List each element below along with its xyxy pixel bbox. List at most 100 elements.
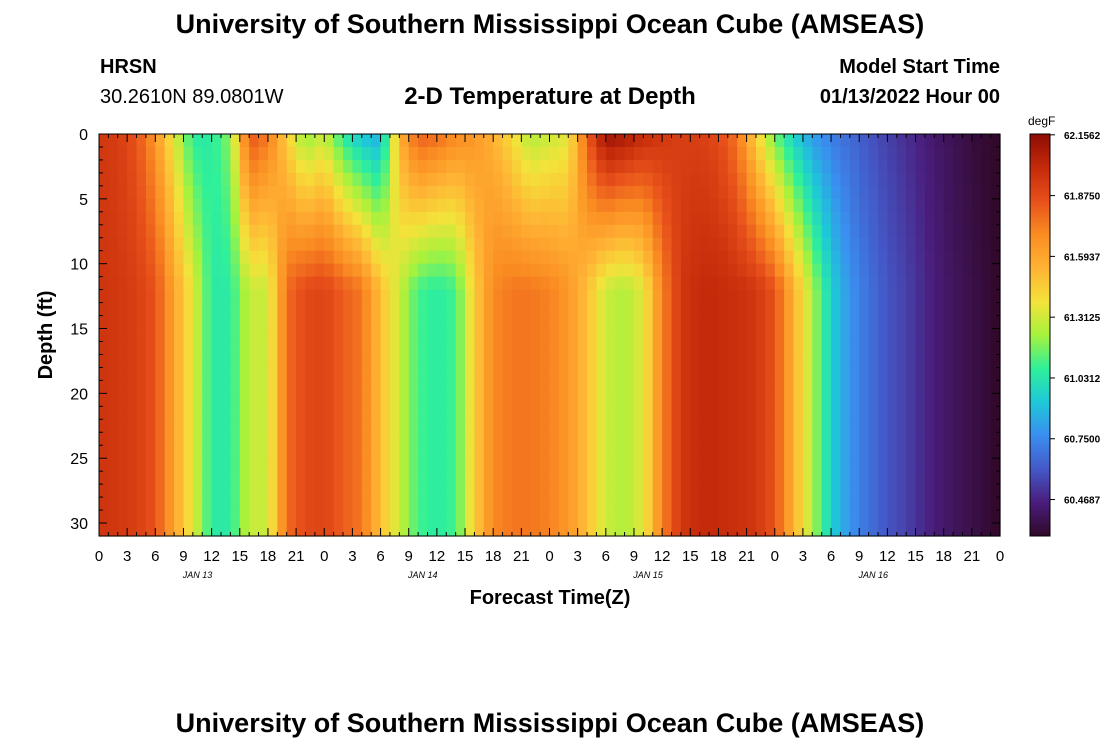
heatmap-cell (605, 159, 616, 174)
heatmap-cell (906, 276, 917, 291)
heatmap-cell (502, 302, 513, 317)
x-day-label: JAN 14 (407, 570, 438, 580)
heatmap-cell (117, 406, 128, 420)
heatmap-cell (530, 497, 541, 511)
x-tick-label: 18 (260, 548, 277, 565)
heatmap-cell (962, 510, 973, 524)
heatmap-cell (380, 484, 391, 498)
heatmap-cell (587, 172, 598, 187)
heatmap-cell (859, 406, 870, 420)
heatmap-cell (887, 341, 898, 356)
heatmap-cell (127, 406, 138, 420)
heatmap-cell (202, 276, 213, 291)
heatmap-cell (671, 146, 682, 161)
heatmap-cell (934, 354, 945, 369)
heatmap-cell (99, 471, 109, 485)
heatmap-cell (145, 250, 156, 265)
heatmap-cell (605, 263, 616, 278)
x-tick-label: 21 (964, 548, 981, 565)
heatmap-cell (859, 159, 870, 174)
x-tick-label: 15 (682, 548, 699, 565)
heatmap-cell (511, 419, 522, 433)
heatmap-cell (343, 523, 354, 537)
heatmap-cell (859, 354, 870, 369)
heatmap-cell (643, 497, 654, 511)
heatmap-cell (192, 328, 203, 343)
heatmap-cell (324, 445, 335, 459)
heatmap-cell (793, 458, 804, 472)
heatmap-cell (971, 380, 982, 394)
heatmap-cell (145, 445, 156, 459)
heatmap-cell (230, 484, 241, 498)
heatmap-cell (990, 146, 1001, 161)
heatmap-cell (765, 341, 776, 356)
heatmap-cell (906, 328, 917, 343)
heatmap-cell (868, 367, 879, 381)
heatmap-cell (361, 211, 372, 226)
heatmap-cell (568, 471, 579, 485)
heatmap-cell (859, 380, 870, 394)
heatmap-cell (202, 471, 213, 485)
heatmap-cell (624, 445, 635, 459)
heatmap-cell (221, 354, 231, 369)
heatmap-cell (877, 328, 888, 343)
heatmap-cell (737, 224, 748, 239)
heatmap-cell (990, 276, 1001, 291)
heatmap-cell (877, 471, 888, 485)
heatmap-cell (680, 445, 691, 459)
heatmap-cell (117, 328, 128, 343)
heatmap-cell (465, 458, 476, 472)
heatmap-cell (709, 237, 720, 252)
heatmap-cell (990, 185, 1001, 200)
heatmap-cell (446, 237, 457, 252)
heatmap-cell (249, 471, 260, 485)
heatmap-cell (877, 289, 888, 304)
heatmap-cell (840, 172, 851, 187)
heatmap-cell (474, 458, 485, 472)
heatmap-cell (211, 263, 222, 278)
heatmap-cell (793, 510, 804, 524)
heatmap-cell (221, 263, 231, 278)
heatmap-cell (211, 211, 222, 226)
heatmap-cell (455, 237, 466, 252)
heatmap-cell (211, 198, 222, 213)
heatmap-cell (577, 198, 588, 213)
heatmap-cell (540, 380, 551, 394)
heatmap-cell (793, 263, 804, 278)
heatmap-cell (136, 523, 147, 537)
heatmap-cell (596, 185, 607, 200)
heatmap-cell (727, 159, 738, 174)
heatmap-cell (230, 341, 241, 356)
heatmap-cell (624, 237, 635, 252)
heatmap-cell (155, 134, 166, 148)
heatmap-cell (699, 432, 710, 446)
heatmap-cell (380, 237, 391, 252)
heatmap-cell (859, 302, 870, 317)
heatmap-cell (239, 445, 250, 459)
heatmap-cell (877, 393, 888, 407)
heatmap-cell (812, 172, 823, 187)
heatmap-cell (680, 341, 691, 356)
heatmap-cell (755, 315, 766, 330)
heatmap-cell (755, 237, 766, 252)
heatmap-cell (249, 276, 260, 291)
heatmap-cell (971, 406, 982, 420)
heatmap-cell (643, 367, 654, 381)
heatmap-cell (202, 419, 213, 433)
heatmap-cell (690, 406, 701, 420)
heatmap-cell (821, 484, 832, 498)
heatmap-cell (446, 471, 457, 485)
heatmap-cell (990, 419, 1001, 433)
heatmap-cell (164, 510, 175, 524)
heatmap-cell (849, 419, 860, 433)
heatmap-cell (605, 510, 616, 524)
heatmap-cell (267, 302, 278, 317)
heatmap-cell (906, 224, 917, 239)
heatmap-cell (549, 484, 560, 498)
heatmap-cell (821, 172, 832, 187)
heatmap-cell (765, 406, 776, 420)
heatmap-cell (277, 185, 288, 200)
heatmap-cell (652, 134, 663, 148)
heatmap-cell (643, 354, 654, 369)
heatmap-cell (690, 458, 701, 472)
